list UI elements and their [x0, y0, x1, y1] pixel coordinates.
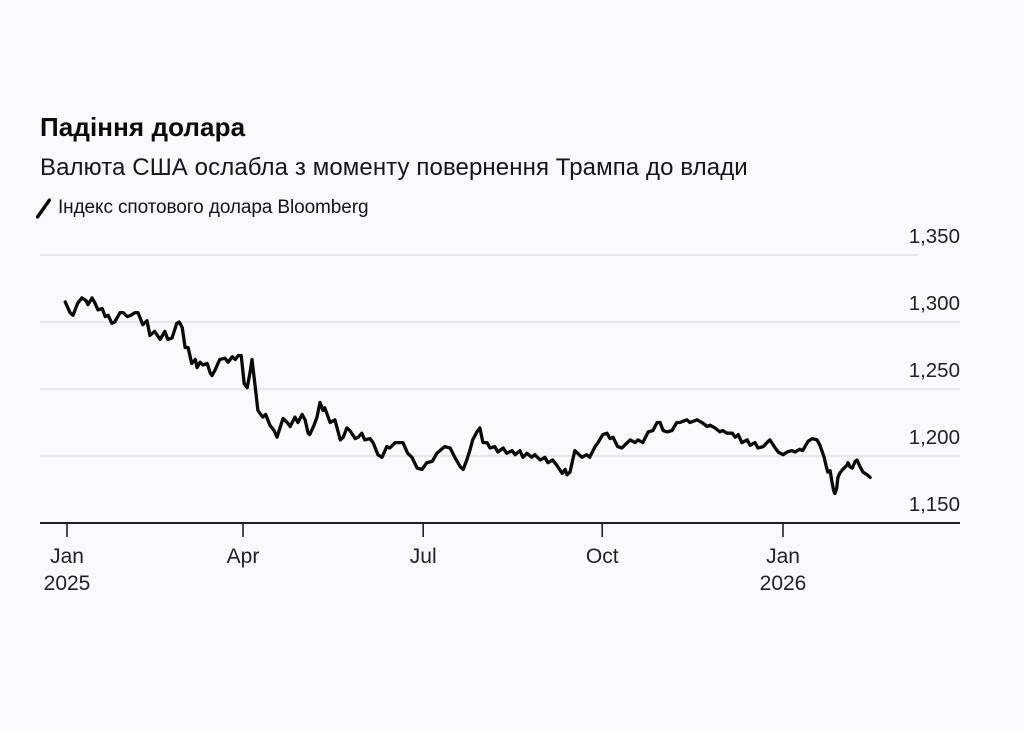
y-axis-label: 1,350 — [909, 225, 960, 248]
x-axis-label: Jan — [766, 545, 800, 568]
chart-subtitle: Валюта США ослабла з моменту повернення … — [40, 154, 748, 181]
legend-label: Індекс спотового долара Bloomberg — [58, 197, 369, 218]
x-axis-label: Jan — [50, 545, 84, 568]
x-axis-label: Oct — [586, 545, 619, 568]
y-axis-label: 1,200 — [909, 426, 960, 449]
x-axis-year-label: 2025 — [44, 572, 91, 595]
y-axis-label: 1,250 — [909, 359, 960, 382]
price-line — [63, 296, 872, 496]
y-axis-label: 1,150 — [909, 493, 960, 516]
chart-title: Падіння долара — [40, 112, 246, 142]
x-axis-label: Apr — [227, 545, 260, 568]
x-axis-label: Jul — [410, 545, 437, 568]
legend: Індекс спотового долара Bloomberg — [36, 197, 369, 219]
line-slash-icon — [36, 197, 51, 219]
x-axis-year-label: 2026 — [760, 572, 807, 595]
y-axis-label: 1,300 — [909, 292, 960, 315]
